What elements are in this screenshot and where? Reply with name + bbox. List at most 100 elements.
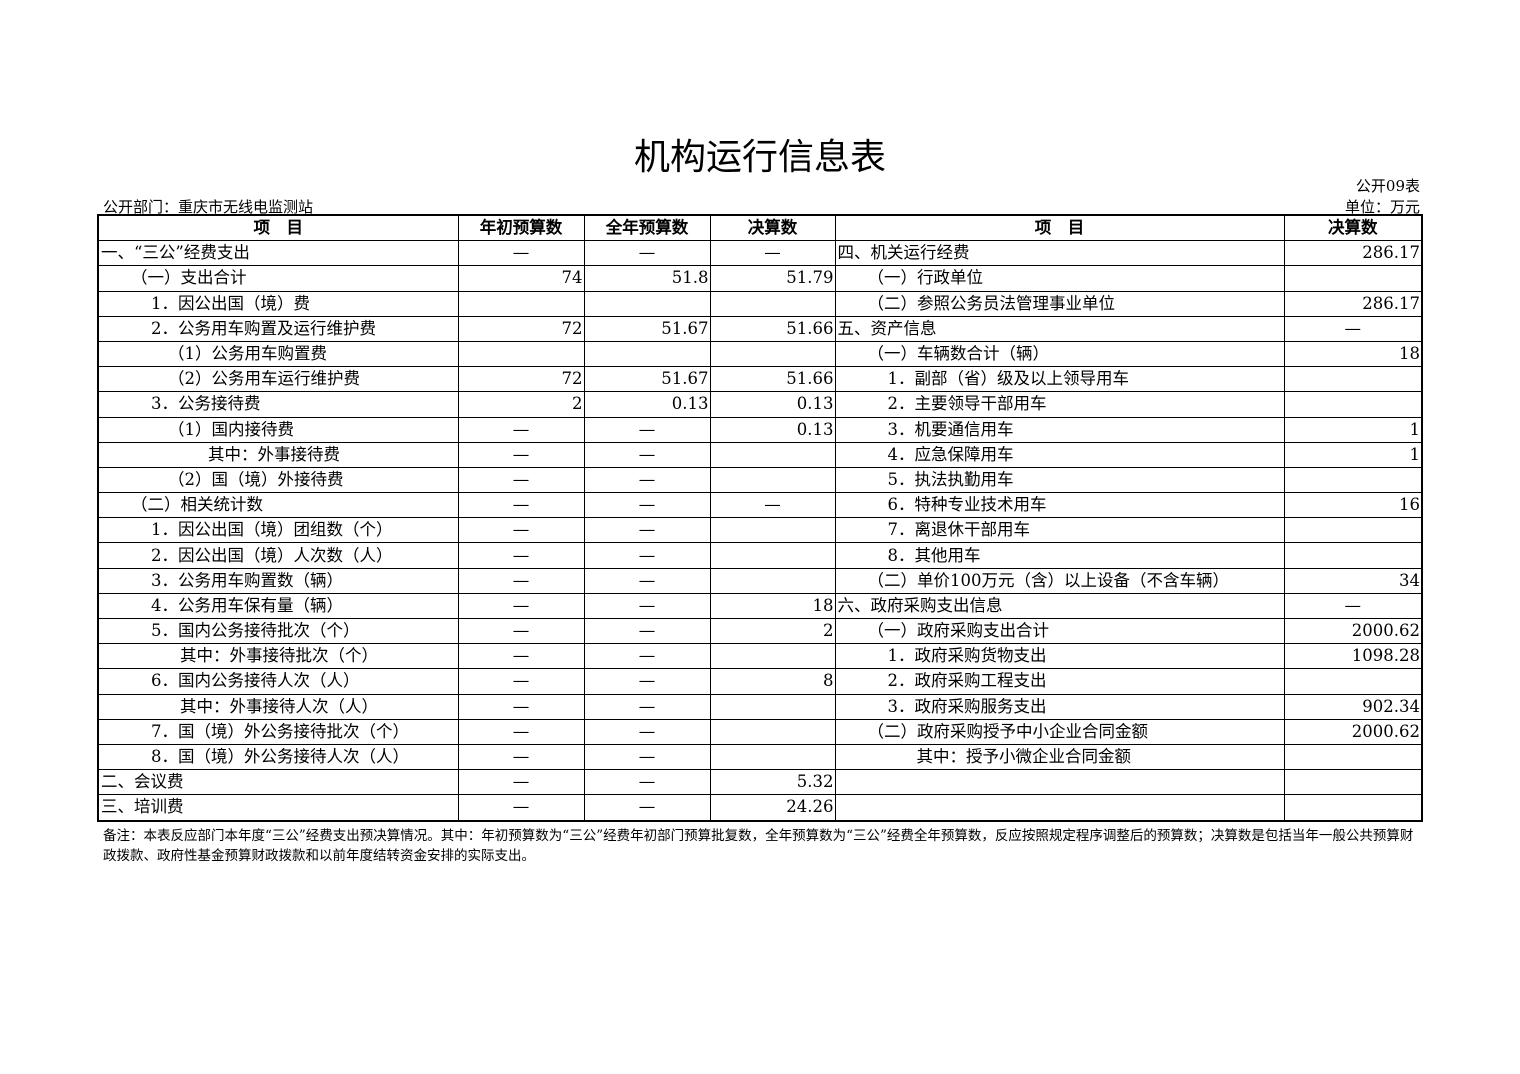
header-left-item: 项 目 [97, 214, 459, 242]
right-item-cell: 六、政府采购支出信息 [834, 592, 1285, 620]
budget-initial-cell: — [457, 567, 585, 594]
final-right-cell [1283, 265, 1423, 292]
final-left-cell [709, 743, 836, 771]
left-item-cell: 5．国内公务接待批次（个） [97, 617, 459, 645]
final-left-cell: 51.66 [709, 366, 836, 393]
budget-full-cell: — [583, 492, 711, 519]
left-item-cell: （一）支出合计 [97, 265, 459, 292]
budget-full-cell: — [583, 769, 711, 796]
budget-initial-cell: — [457, 617, 585, 645]
final-right-cell: 34 [1283, 567, 1423, 594]
right-item-cell: 四、机关运行经费 [834, 240, 1285, 267]
left-item-cell: 三、培训费 [97, 794, 459, 821]
left-item-cell: 3．公务接待费 [97, 391, 459, 418]
budget-initial-cell: — [457, 718, 585, 745]
final-left-cell [709, 466, 836, 494]
final-left-cell [709, 643, 836, 670]
budget-initial-cell: — [457, 693, 585, 720]
right-item-cell: 2．政府采购工程支出 [834, 668, 1285, 695]
final-right-cell [1283, 769, 1423, 796]
final-left-cell [709, 517, 836, 544]
right-item-cell: 7．离退休干部用车 [834, 517, 1285, 544]
right-item-cell: （一）行政单位 [834, 265, 1285, 292]
budget-full-cell: 0.13 [583, 391, 711, 418]
left-item-cell: 2．公务用车购置及运行维护费 [97, 315, 459, 342]
final-right-cell [1283, 366, 1423, 393]
table-row: 其中：外事接待批次（个） — —1．政府采购货物支出 1098.28 [97, 643, 1423, 670]
info-table: 项 目 年初预算数 全年预算数 决算数 项 目 决算数 一、“三公”经费支出 — —… [97, 214, 1423, 822]
budget-full-cell: — [583, 617, 711, 645]
final-left-cell: 2 [709, 617, 836, 645]
final-left-cell [709, 340, 836, 368]
budget-initial-cell [457, 290, 585, 317]
budget-initial-cell [457, 340, 585, 368]
budget-full-cell: — [583, 643, 711, 670]
final-left-cell: 51.66 [709, 315, 836, 342]
budget-initial-cell: 72 [457, 315, 585, 342]
right-item-cell: （一）政府采购支出合计 [834, 617, 1285, 645]
final-right-cell: — [1283, 315, 1423, 342]
left-item-cell: （1）国内接待费 [97, 416, 459, 443]
budget-initial-cell: — [457, 668, 585, 695]
budget-full-cell: — [583, 240, 711, 267]
final-right-cell: 1098.28 [1283, 643, 1423, 670]
left-item-cell: 7．国（境）外公务接待批次（个） [97, 718, 459, 745]
left-item-cell: 6．国内公务接待人次（人） [97, 668, 459, 695]
final-left-cell: 24.26 [709, 794, 836, 821]
right-item-cell: 1．副部（省）级及以上领导用车 [834, 366, 1285, 393]
left-item-cell: 3．公务用车购置数（辆） [97, 567, 459, 594]
final-left-cell: 0.13 [709, 391, 836, 418]
page-title: 机构运行信息表 [633, 137, 886, 178]
left-item-cell: 一、“三公”经费支出 [97, 240, 459, 267]
budget-initial-cell: 2 [457, 391, 585, 418]
left-item-cell: 4．公务用车保有量（辆） [97, 592, 459, 620]
table-row: （二）相关统计数 — — —6．特种专业技术用车 16 [97, 492, 1423, 519]
final-right-cell: 286.17 [1283, 290, 1423, 317]
budget-full-cell: — [583, 693, 711, 720]
final-left-cell: 5.32 [709, 769, 836, 796]
right-item-cell: 五、资产信息 [834, 315, 1285, 342]
header-budget-initial: 年初预算数 [457, 214, 585, 242]
final-left-cell: — [709, 240, 836, 267]
header-final-left: 决算数 [709, 214, 836, 242]
department-label: 公开部门：重庆市无线电监测站 [103, 198, 314, 216]
right-item-cell: 其中：授予小微企业合同金额 [834, 743, 1285, 771]
table-row: （一）支出合计 74 51.8 51.79 （一）行政单位 [97, 265, 1423, 292]
budget-full-cell: 51.8 [583, 265, 711, 292]
left-item-cell: 8．国（境）外公务接待人次（人） [97, 743, 459, 771]
table-row: 一、“三公”经费支出 — — — 四、机关运行经费 286.17 [97, 240, 1423, 267]
left-item-cell: 其中：外事接待费 [97, 441, 459, 468]
final-left-cell [709, 290, 836, 317]
budget-initial-cell: — [457, 743, 585, 771]
final-right-cell [1283, 517, 1423, 544]
header-right-item: 项 目 [834, 214, 1285, 242]
table-row: 二、会议费 — —5.32 [97, 769, 1423, 796]
final-right-cell: 1 [1283, 416, 1423, 443]
table-row: （2）公务用车运行维护费 72 51.67 51.66 1．副部（省）级及以上领导用车 [97, 366, 1423, 393]
table-row: （1）国内接待费 — —0.13 3．机要通信用车 1 [97, 416, 1423, 443]
table-row: 1．因公出国（境）费 （二）参照公务员法管理事业单位 286.17 [97, 290, 1423, 317]
left-item-cell: 其中：外事接待批次（个） [97, 643, 459, 670]
final-right-cell [1283, 668, 1423, 695]
final-left-cell [709, 542, 836, 569]
final-right-cell: 1 [1283, 441, 1423, 468]
left-item-cell: （二）相关统计数 [97, 492, 459, 519]
final-right-cell: 2000.62 [1283, 718, 1423, 745]
table-row: 5．国内公务接待批次（个） — —2 （一）政府采购支出合计 2000.62 [97, 617, 1423, 645]
header-budget-full: 全年预算数 [583, 214, 711, 242]
right-item-cell: 1．政府采购货物支出 [834, 643, 1285, 670]
final-left-cell [709, 441, 836, 468]
right-item-cell: （一）车辆数合计（辆） [834, 340, 1285, 368]
budget-full-cell: — [583, 466, 711, 494]
final-right-cell [1283, 542, 1423, 569]
final-left-cell [709, 567, 836, 594]
budget-initial-cell: — [457, 240, 585, 267]
budget-full-cell: — [583, 416, 711, 443]
budget-initial-cell: — [457, 517, 585, 544]
final-left-cell: — [709, 492, 836, 519]
budget-full-cell: — [583, 718, 711, 745]
right-item-cell: 5．执法执勤用车 [834, 466, 1285, 494]
right-item-cell: （二）政府采购授予中小企业合同金额 [834, 718, 1285, 745]
unit-label: 单位：万元 [1344, 198, 1420, 216]
final-left-cell: 8 [709, 668, 836, 695]
